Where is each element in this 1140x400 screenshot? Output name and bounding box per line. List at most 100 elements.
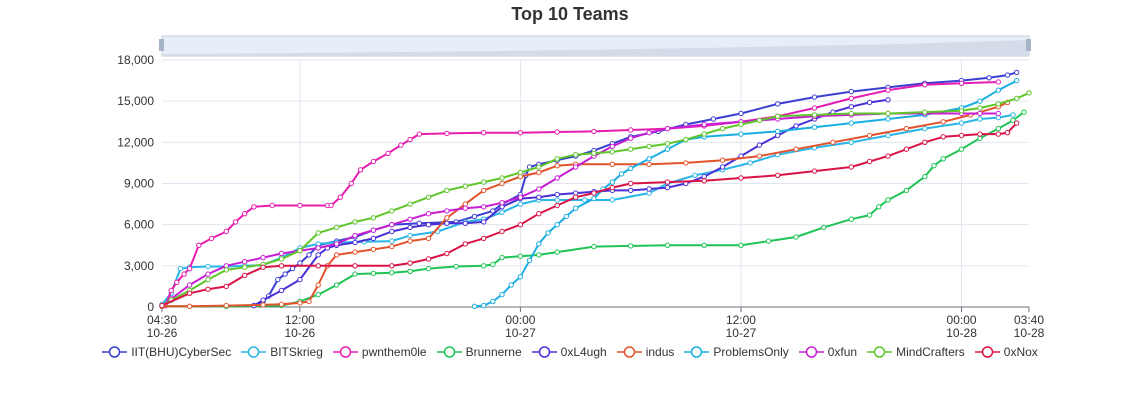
data-point[interactable] [389,263,395,269]
data-point[interactable] [591,243,597,250]
data-point[interactable] [646,143,652,150]
data-point[interactable] [811,94,818,100]
data-point[interactable] [628,187,634,194]
data-point[interactable] [385,150,391,157]
data-point[interactable] [591,128,597,135]
data-point[interactable] [352,271,358,277]
data-point[interactable] [315,230,321,236]
data-point[interactable] [260,264,266,270]
data-point[interactable] [328,202,334,209]
data-point[interactable] [747,160,753,166]
data-point[interactable] [628,127,634,133]
data-point[interactable] [517,222,524,228]
data-point[interactable] [315,291,321,298]
data-point[interactable] [1014,77,1020,84]
data-point[interactable] [922,173,928,180]
data-point[interactable] [407,136,413,143]
data-point[interactable] [481,263,487,269]
data-point[interactable] [628,180,634,187]
data-point[interactable] [481,204,487,210]
data-point[interactable] [407,201,413,207]
data-point[interactable] [337,194,343,200]
data-point[interactable] [242,211,248,217]
data-point[interactable] [416,131,422,137]
data-point[interactable] [389,228,395,235]
data-point[interactable] [958,146,965,152]
legend-item[interactable]: MindCrafters [867,345,965,359]
data-point[interactable] [444,215,450,221]
data-point[interactable] [490,261,496,268]
data-point[interactable] [793,123,799,129]
data-point[interactable] [609,184,615,191]
data-point[interactable] [940,156,946,162]
data-point[interactable] [425,256,432,262]
data-point[interactable] [628,135,634,141]
legend-item[interactable]: IIT(BHU)CyberSec [102,345,231,359]
data-point[interactable] [370,227,377,233]
data-point[interactable] [701,131,707,137]
data-point[interactable] [352,232,358,239]
data-point[interactable] [333,282,340,288]
data-point[interactable] [297,260,303,266]
data-point[interactable] [232,219,239,225]
legend-item[interactable]: ProblemsOnly [684,345,789,359]
data-point[interactable] [370,235,377,242]
data-point[interactable] [738,121,744,128]
zoom-slider-left-handle[interactable] [159,39,164,51]
data-point[interactable] [756,142,763,148]
data-point[interactable] [453,263,459,270]
data-point[interactable] [444,187,450,194]
data-point[interactable] [174,279,180,285]
data-point[interactable] [499,180,505,187]
data-point[interactable] [278,301,285,307]
data-point[interactable] [223,283,230,290]
data-point[interactable] [848,95,854,102]
data-point[interactable] [370,158,377,165]
data-point[interactable] [793,146,799,152]
data-point[interactable] [554,197,560,203]
data-point[interactable] [876,204,882,210]
data-point[interactable] [554,222,560,228]
data-point[interactable] [260,254,266,261]
legend-item[interactable]: pwnthem0le [332,345,427,359]
data-point[interactable] [738,110,744,117]
data-point[interactable] [242,259,248,265]
data-point[interactable] [289,265,296,272]
data-point[interactable] [977,105,983,111]
data-point[interactable] [563,213,570,220]
data-point[interactable] [223,228,230,235]
data-point[interactable] [775,101,781,107]
data-point[interactable] [848,110,854,117]
data-point[interactable] [609,143,615,150]
data-point[interactable] [958,120,965,126]
data-point[interactable] [701,178,707,184]
data-point[interactable] [628,165,634,172]
data-point[interactable] [517,130,524,136]
data-point[interactable] [389,222,395,228]
data-point[interactable] [922,139,928,146]
data-point[interactable] [481,235,487,242]
data-point[interactable] [1026,90,1032,96]
data-point[interactable] [315,282,321,288]
data-point[interactable] [481,179,487,185]
data-point[interactable] [278,263,285,269]
data-point[interactable] [481,130,487,136]
data-point[interactable] [554,156,560,162]
data-point[interactable] [821,224,827,231]
data-point[interactable] [572,152,579,158]
data-point[interactable] [646,156,652,162]
data-point[interactable] [186,265,193,272]
data-point[interactable] [499,200,505,206]
data-point[interactable] [811,168,818,174]
data-point[interactable] [554,163,560,169]
data-point[interactable] [903,187,910,194]
data-point[interactable] [481,302,487,309]
data-point[interactable] [958,132,965,139]
data-point[interactable] [389,270,395,276]
data-point[interactable] [866,212,873,218]
data-point[interactable] [646,186,652,192]
data-point[interactable] [389,208,395,214]
data-point[interactable] [315,263,321,269]
data-point[interactable] [995,125,1001,132]
data-point[interactable] [885,116,891,122]
